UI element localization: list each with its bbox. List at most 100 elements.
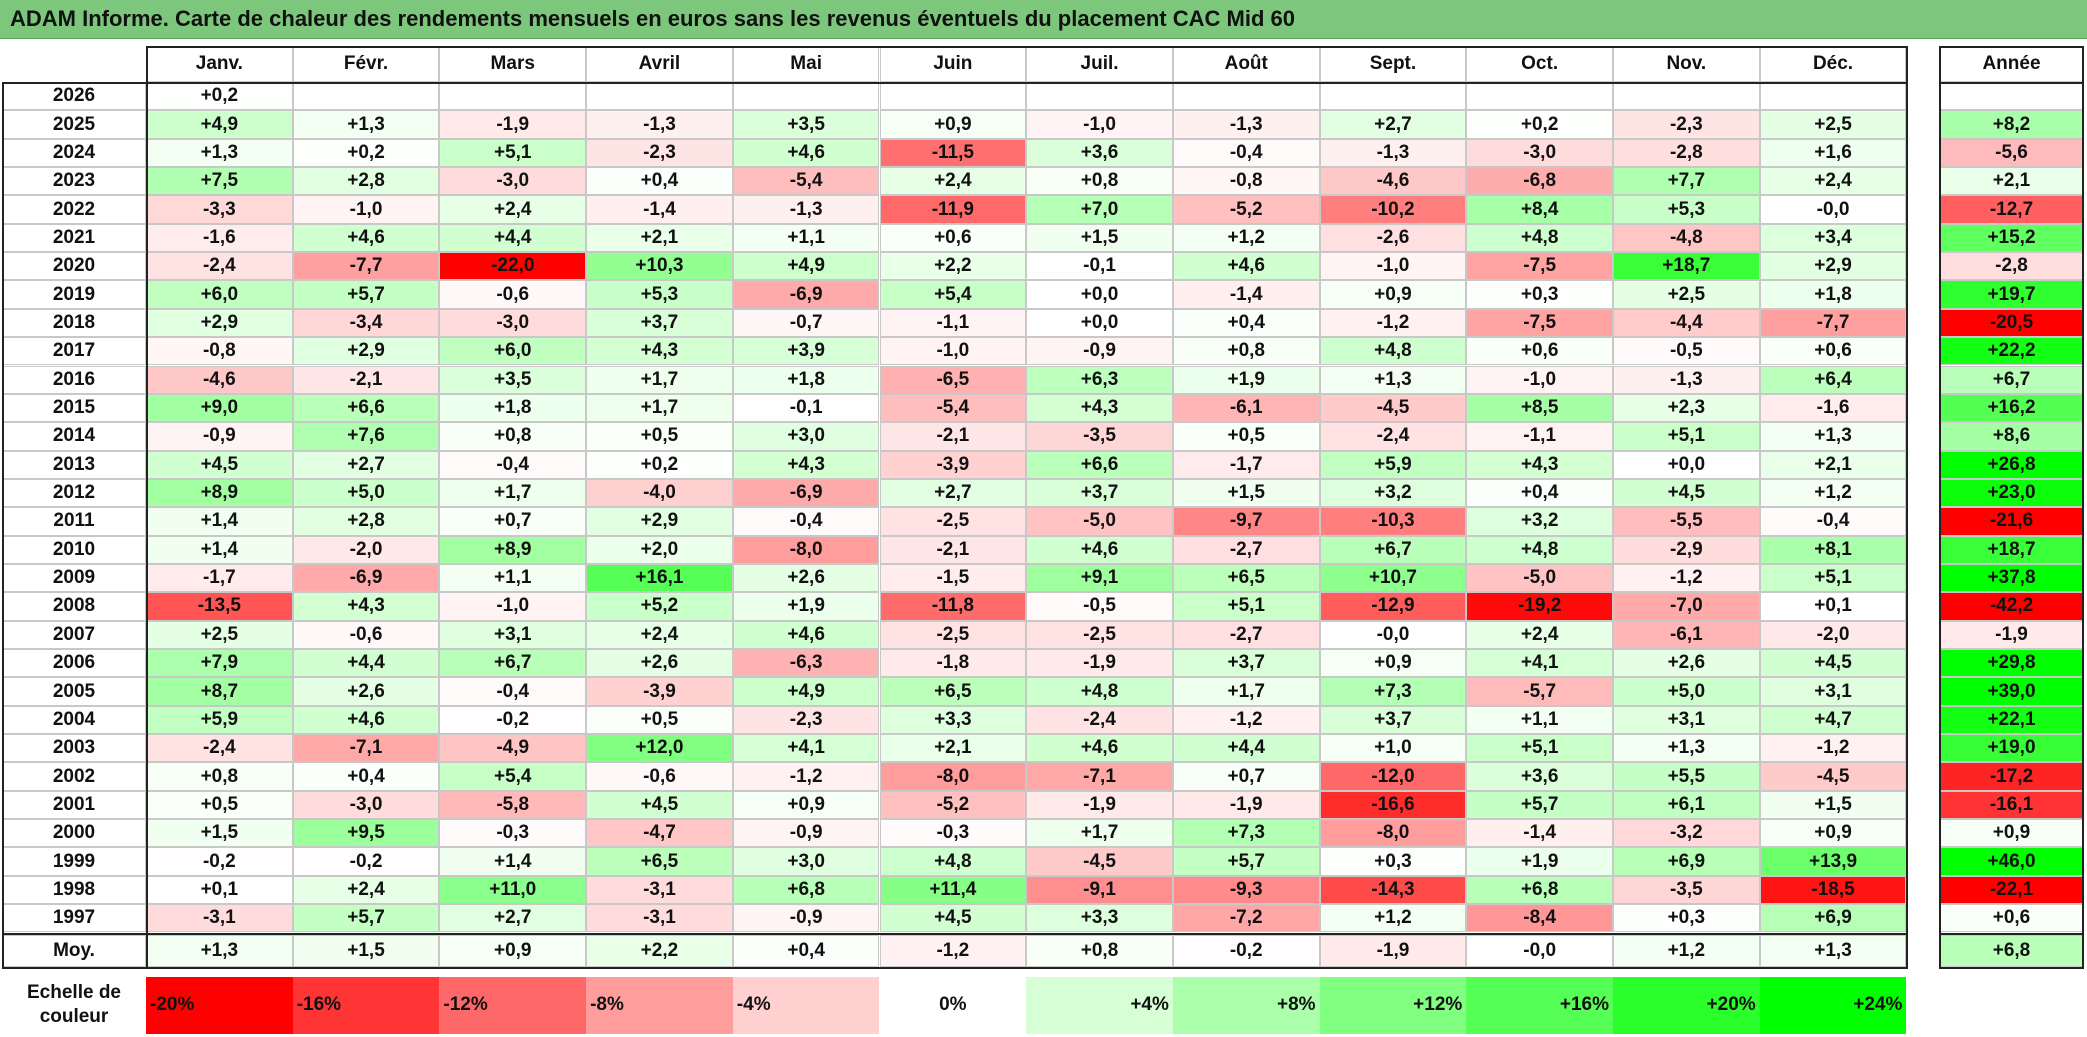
average-annual-cell: +6,8 — [1939, 934, 2084, 967]
heatmap-cell: +0,9 — [1759, 819, 1907, 848]
heatmap-cell: +2,9 — [1759, 252, 1907, 281]
heatmap-cell: +9,5 — [292, 819, 440, 848]
heatmap-cell: -11,8 — [879, 592, 1027, 621]
title-bar: ADAM Informe. Carte de chaleur des rende… — [0, 0, 2087, 39]
heatmap-cell: -2,4 — [1319, 422, 1467, 451]
heatmap-cell: +1,9 — [732, 592, 880, 621]
heatmap-cell: -6,9 — [292, 563, 440, 593]
heatmap-cell: +1,3 — [146, 138, 293, 168]
heatmap-cell: -6,1 — [1613, 620, 1760, 649]
annual-cell: -5,6 — [1939, 138, 2084, 168]
heatmap-cell: +1,4 — [146, 535, 293, 564]
heatmap-cell: -7,7 — [292, 252, 440, 281]
year-label: 2012 — [2, 478, 146, 508]
heatmap-cell: -1,2 — [1172, 705, 1320, 735]
heatmap-cell: +1,3 — [1613, 734, 1760, 763]
heatmap-cell: -1,3 — [1172, 110, 1320, 139]
annual-cell: -1,9 — [1939, 620, 2084, 649]
heatmap-cell: +1,2 — [1172, 223, 1320, 253]
heatmap-cell: +5,7 — [1172, 847, 1320, 876]
heatmap-cell: -1,2 — [1759, 734, 1907, 763]
heatmap-cell: +0,8 — [439, 422, 587, 451]
heatmap-cell: +2,9 — [586, 507, 733, 536]
year-label: 2024 — [2, 138, 146, 168]
heatmap-cell: -3,5 — [1613, 875, 1760, 905]
heatmap-cell: +0,2 — [1466, 110, 1613, 139]
annual-cell: -16,1 — [1939, 790, 2084, 820]
year-label: 2023 — [2, 167, 146, 196]
heatmap-cell: +1,1 — [439, 563, 587, 593]
annual-cell — [1939, 82, 2084, 111]
heatmap-cell: -5,2 — [879, 790, 1027, 820]
heatmap-cell: -5,7 — [1466, 677, 1613, 706]
heatmap-cell: +1,8 — [1759, 280, 1907, 309]
heatmap-cell: +4,9 — [732, 252, 880, 281]
heatmap-cell: -0,4 — [1759, 507, 1907, 536]
average-cell: +1,3 — [1759, 934, 1907, 967]
heatmap-cell: +0,3 — [1466, 280, 1613, 309]
heatmap-cell: -22,0 — [439, 252, 587, 281]
year-label: 1998 — [2, 875, 146, 905]
heatmap-cell — [1319, 82, 1467, 111]
heatmap-cell: -1,3 — [1613, 365, 1760, 394]
heatmap-cell: +1,7 — [586, 393, 733, 423]
annual-cell: +37,8 — [1939, 563, 2084, 593]
heatmap-cell: +1,5 — [1759, 790, 1907, 820]
heatmap-cell: -2,1 — [879, 535, 1027, 564]
heatmap-cell: +2,4 — [439, 195, 587, 224]
heatmap-cell: -4,5 — [1026, 847, 1173, 876]
heatmap-cell: -10,2 — [1319, 195, 1467, 224]
heatmap-cell: +4,5 — [879, 904, 1027, 933]
heatmap-cell: +0,9 — [1319, 649, 1467, 678]
month-header: Juil. — [1026, 46, 1173, 82]
year-label: 1999 — [2, 847, 146, 876]
heatmap-cell: +0,4 — [1172, 308, 1320, 338]
heatmap-cell: +4,6 — [1026, 734, 1173, 763]
scale-swatch: +20% — [1613, 976, 1760, 1034]
heatmap-cell: -2,3 — [1613, 110, 1760, 139]
heatmap-cell: -4,5 — [1759, 762, 1907, 791]
heatmap-cell: -2,3 — [586, 138, 733, 168]
heatmap-cell: -2,3 — [732, 705, 880, 735]
heatmap-cell: +4,1 — [1466, 649, 1613, 678]
heatmap-cell: +8,1 — [1759, 535, 1907, 564]
average-cell: +1,5 — [292, 934, 440, 967]
annual-cell: -2,8 — [1939, 252, 2084, 281]
annual-cell: +15,2 — [1939, 223, 2084, 253]
heatmap-cell: +6,0 — [146, 280, 293, 309]
heatmap-cell: +3,7 — [1172, 649, 1320, 678]
heatmap-cell: +0,9 — [732, 790, 880, 820]
heatmap-cell: -2,7 — [1172, 535, 1320, 564]
heatmap-cell: +2,0 — [586, 535, 733, 564]
average-cell: +1,3 — [146, 934, 293, 967]
heatmap-cell: -1,5 — [879, 563, 1027, 593]
heatmap-cell: +11,0 — [439, 875, 587, 905]
year-label: 2011 — [2, 507, 146, 536]
heatmap-cell: -0,5 — [1613, 337, 1760, 366]
heatmap-cell: +1,1 — [1466, 705, 1613, 735]
heatmap-cell: -2,1 — [879, 422, 1027, 451]
average-cell: -1,9 — [1319, 934, 1467, 967]
heatmap-cell: +4,1 — [732, 734, 880, 763]
table-border — [1906, 46, 1909, 967]
heatmap-cell: +2,6 — [1613, 649, 1760, 678]
heatmap-cell: +6,7 — [439, 649, 587, 678]
heatmap-cell: +4,8 — [1466, 223, 1613, 253]
annual-header: Année — [1939, 46, 2084, 82]
heatmap-cell: -1,9 — [1026, 649, 1173, 678]
annual-cell: +0,9 — [1939, 819, 2084, 848]
table-border — [2, 966, 1909, 969]
heatmap-cell: +3,7 — [1026, 478, 1173, 508]
heatmap-cell: +4,3 — [586, 337, 733, 366]
table-border — [146, 46, 1907, 48]
heatmap-cell: -18,5 — [1759, 875, 1907, 905]
heatmap-cell: +4,4 — [1172, 734, 1320, 763]
heatmap-cell: -4,4 — [1613, 308, 1760, 338]
heatmap-cell: +5,4 — [439, 762, 587, 791]
year-label: 2008 — [2, 592, 146, 621]
scale-swatch: -4% — [732, 976, 880, 1034]
heatmap-cell: +3,6 — [1466, 762, 1613, 791]
heatmap-cell: +13,9 — [1759, 847, 1907, 876]
heatmap-cell: +5,0 — [292, 478, 440, 508]
heatmap-cell: -9,1 — [1026, 875, 1173, 905]
